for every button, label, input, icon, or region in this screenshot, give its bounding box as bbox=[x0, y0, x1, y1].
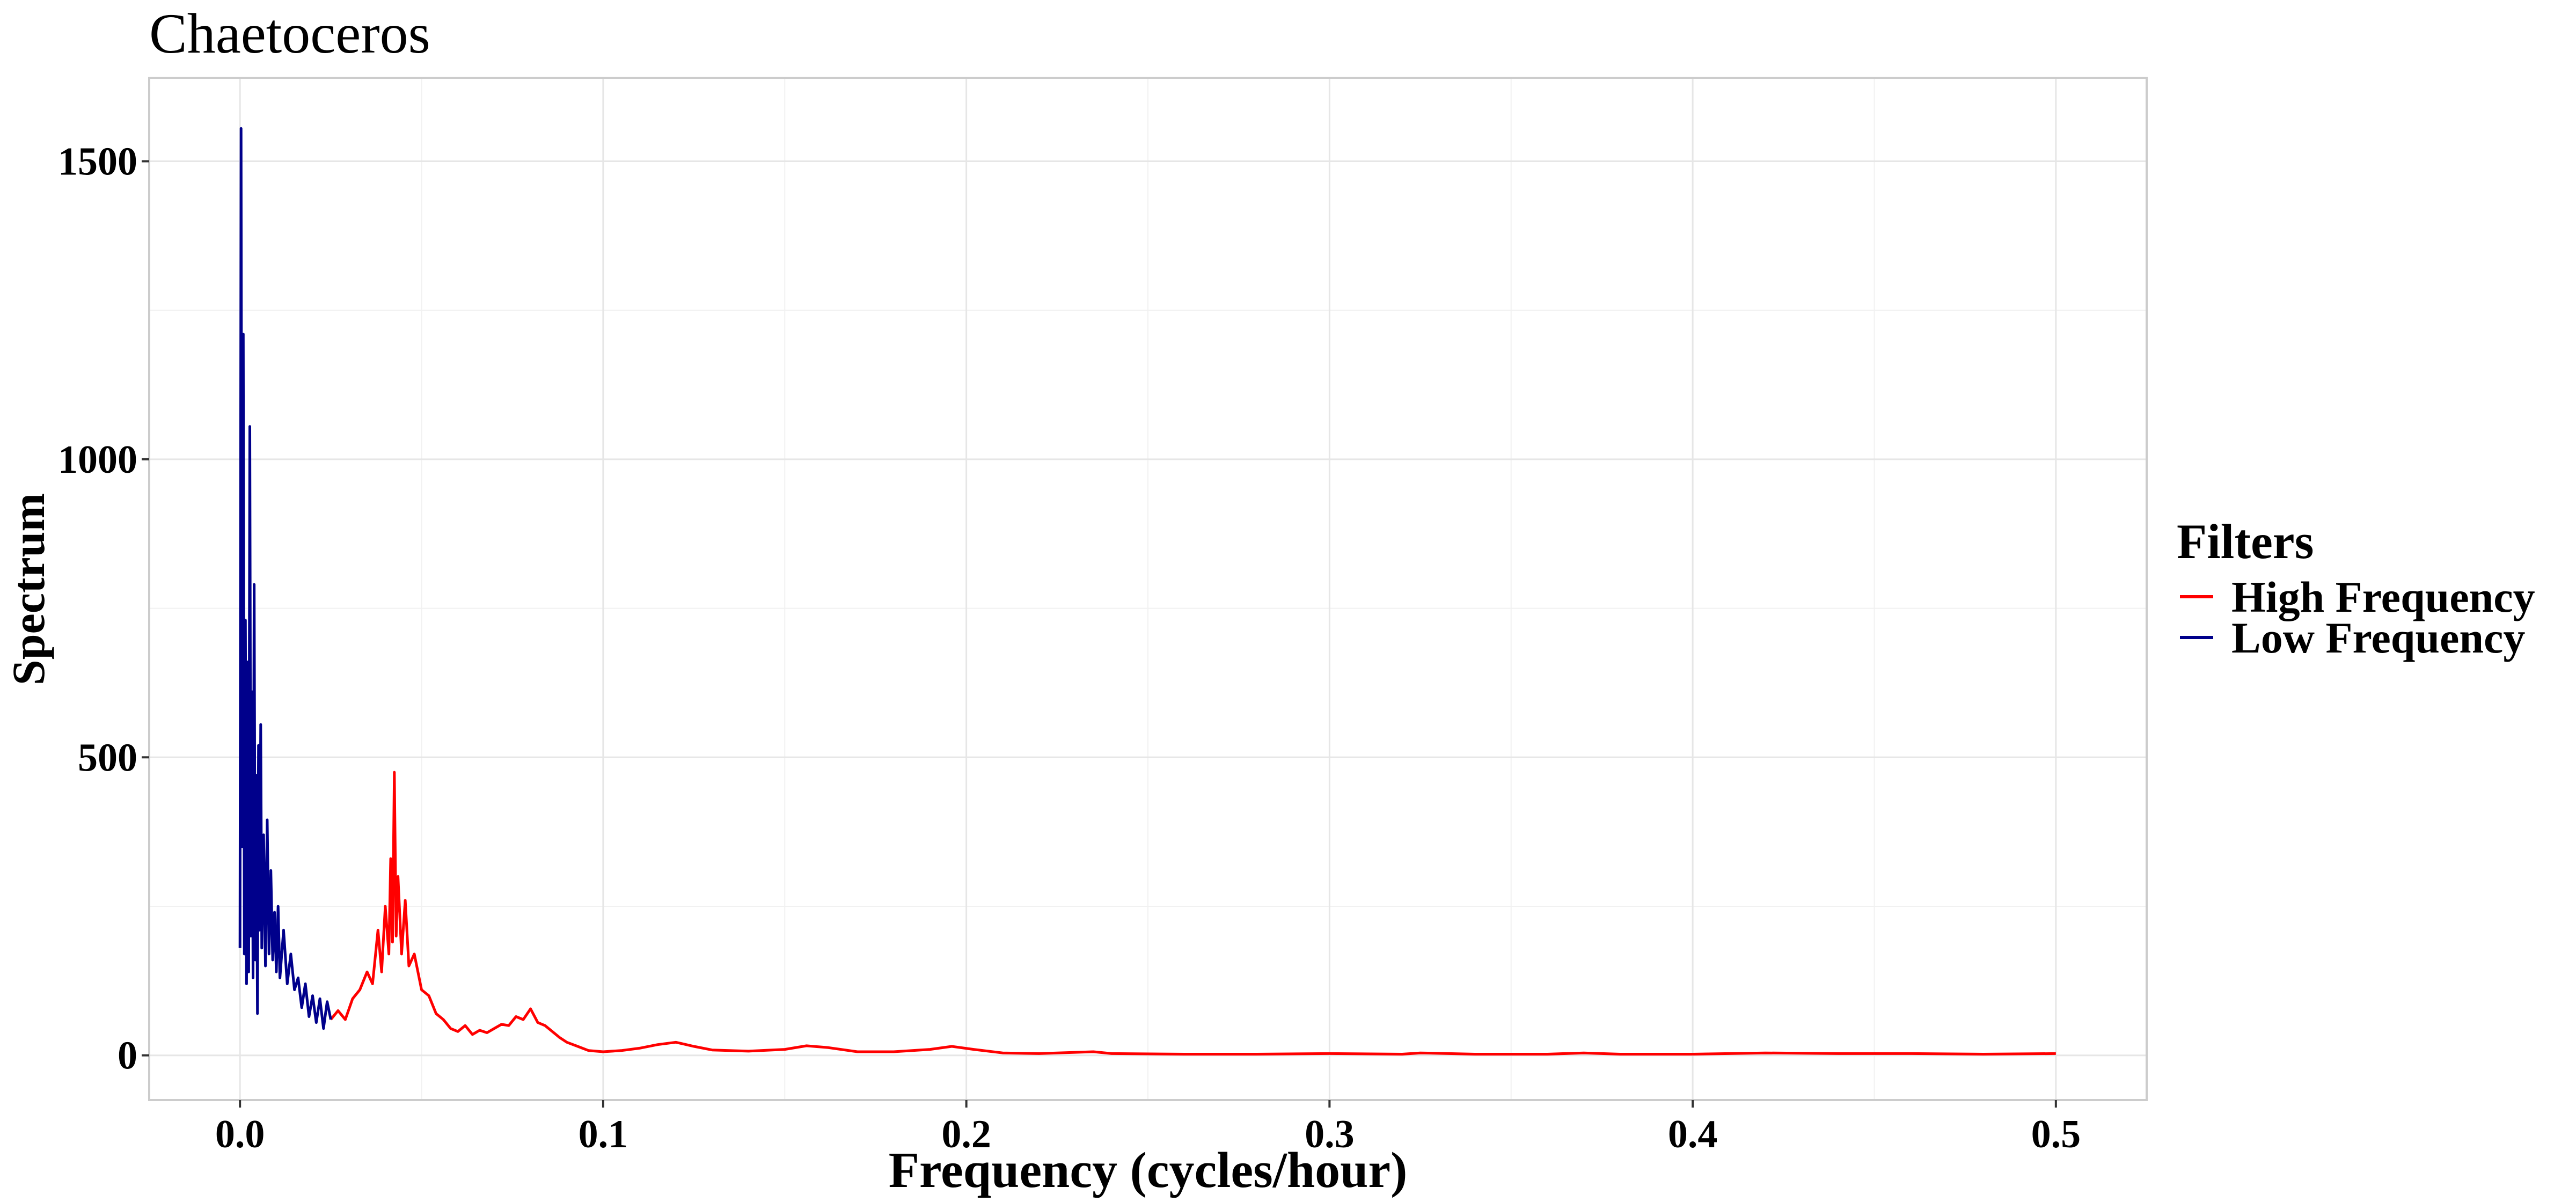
chart-title: Chaetoceros bbox=[149, 2, 430, 65]
x-axis: 0.0 0.1 0.2 0.3 0.4 0.5 bbox=[215, 1100, 2081, 1156]
y-axis: 0 500 1000 1500 bbox=[58, 140, 149, 1078]
y-tick-label: 1000 bbox=[58, 438, 137, 482]
plot-border bbox=[148, 77, 2148, 1101]
legend-label-high-frequency: High Frequency bbox=[2231, 573, 2535, 621]
x-tick-label: 0.4 bbox=[1668, 1112, 1718, 1156]
legend-title: Filters bbox=[2177, 514, 2314, 569]
x-tick-label: 0.5 bbox=[2031, 1112, 2081, 1156]
x-tick-label: 0.3 bbox=[1305, 1112, 1355, 1156]
y-tick-label: 1500 bbox=[58, 140, 137, 184]
series-line-high-frequency bbox=[330, 771, 2056, 1056]
y-tick-label: 0 bbox=[118, 1034, 137, 1078]
x-axis-title: Frequency (cycles/hour) bbox=[889, 1142, 1408, 1198]
series-layer bbox=[238, 127, 2056, 1056]
x-tick-label: 0.1 bbox=[579, 1112, 628, 1156]
y-axis-title: Spectrum bbox=[3, 493, 54, 685]
legend: Filters High Frequency Low Frequency bbox=[2177, 514, 2535, 662]
x-tick-label: 0.2 bbox=[941, 1112, 991, 1156]
x-tick-label: 0.0 bbox=[215, 1112, 265, 1156]
y-tick-label: 500 bbox=[78, 736, 137, 780]
legend-label-low-frequency: Low Frequency bbox=[2231, 613, 2525, 662]
grid bbox=[149, 78, 2147, 1100]
series-line-low-frequency bbox=[238, 127, 332, 1030]
